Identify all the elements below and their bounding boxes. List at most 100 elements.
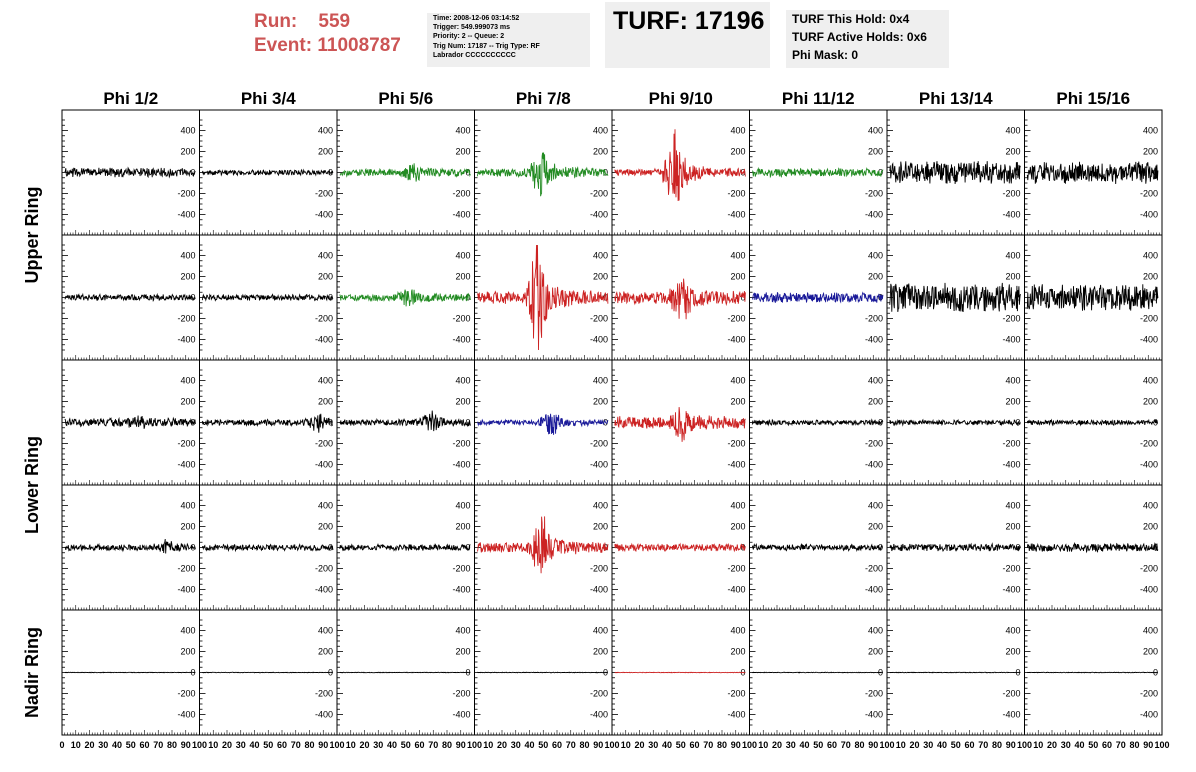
y-tick-label: 200 [1005,522,1020,532]
y-tick-label: 200 [180,147,195,157]
y-tick-label: 0 [878,543,883,553]
y-tick-label: -200 [590,439,608,449]
x-tick-label: 50 [401,740,411,750]
y-tick-label: 200 [730,522,745,532]
y-tick-label: 200 [318,147,333,157]
y-tick-label: -200 [452,314,470,324]
y-tick-label: -400 [315,335,333,345]
waveform-grid: Phi 1/2 Phi 3/4 Phi 5/6 Phi 7/8 Phi 9/10 Phi … [22,89,1170,750]
y-tick-label: -200 [590,564,608,574]
column-header-3: Phi 5/6 [378,89,433,108]
waveform-trace [339,163,471,182]
y-tick-label: 0 [465,543,470,553]
x-tick-label: 30 [1061,740,1071,750]
x-tick-label: 10 [621,740,631,750]
run-value: 559 [318,11,351,32]
y-tick-label: 400 [868,626,883,636]
y-tick-label: 200 [318,522,333,532]
waveform-trace [751,291,884,304]
x-tick-label: 20 [772,740,782,750]
phi-mask: Phi Mask: 0 [792,48,859,62]
x-tick-label: 30 [373,740,383,750]
row-label-2: Lower Ring [22,436,42,534]
y-tick-label: 200 [868,397,883,407]
y-tick-label: 200 [1005,147,1020,157]
y-tick-label: -400 [727,585,745,595]
waveform-trace [614,129,746,202]
waveform-trace [476,516,609,574]
y-tick-label: -400 [177,460,195,470]
x-tick-label: 70 [291,740,301,750]
y-tick-label: -400 [452,210,470,220]
y-tick-label: 200 [318,272,333,282]
y-tick-label: 400 [180,126,195,136]
x-tick-label: 80 [854,740,864,750]
y-tick-label: 200 [593,272,608,282]
y-tick-label: -200 [1140,189,1158,199]
waveform-trace [201,413,333,433]
x-tick-label: 70 [566,740,576,750]
x-tick-label: 20 [1047,740,1057,750]
x-tick-label: 90 [731,740,741,750]
y-tick-label: -400 [1002,585,1020,595]
y-tick-label: 200 [455,272,470,282]
y-tick-label: -200 [865,314,883,324]
y-tick-label: -400 [865,335,883,345]
y-tick-label: -200 [1140,564,1158,574]
y-tick-label: -400 [590,460,608,470]
x-tick-label: 60 [139,740,149,750]
y-tick-label: 200 [1005,272,1020,282]
y-tick-label: -400 [177,710,195,720]
y-tick-label: -200 [1002,314,1020,324]
waveform-trace [339,542,471,552]
y-tick-label: 400 [455,501,470,511]
y-tick-label: -400 [1002,710,1020,720]
y-tick-label: 200 [730,647,745,657]
waveform-trace [64,415,196,429]
y-tick-label: -400 [1140,335,1158,345]
y-tick-label: -400 [865,460,883,470]
waveform-trace [1027,671,1159,674]
run-event-header: Run: 559 Event: 11008787 [254,10,401,58]
x-tick-label: 80 [1129,740,1139,750]
x-tick-label: 90 [456,740,466,750]
run-label: Run: [254,11,298,32]
y-tick-label: -200 [1002,689,1020,699]
y-tick-label: 400 [1005,251,1020,261]
x-tick-label: 40 [662,740,672,750]
y-tick-label: 200 [1005,647,1020,657]
waveform-trace [751,542,884,552]
column-header-5: Phi 9/10 [649,89,713,108]
waveform-trace [476,244,609,351]
x-tick-label: 40 [387,740,397,750]
y-tick-label: 400 [868,376,883,386]
y-tick-label: 200 [730,272,745,282]
x-tick-label: 80 [717,740,727,750]
x-tick-label: 10 [1033,740,1043,750]
x-tick-label: 40 [937,740,947,750]
y-tick-label: 400 [1143,501,1158,511]
y-tick-label: 200 [1005,397,1020,407]
y-tick-label: 0 [190,293,195,303]
panel-r2-c1: -400 -200 0 200 400 [61,234,200,361]
waveform-trace [614,671,746,674]
x-tick-label: 10 [346,740,356,750]
x-tick-label: 100 [1017,740,1032,750]
y-tick-label: -400 [865,210,883,220]
y-tick-label: 200 [1143,647,1158,657]
x-tick-label: 60 [827,740,837,750]
trigger-info-box: Time: 2008-12-06 03:14:52 Trigger: 549.9… [427,13,590,67]
x-tick-label: 60 [277,740,287,750]
x-tick-label: 40 [799,740,809,750]
waveform-trace [64,166,196,179]
waveform-trace [614,278,746,320]
